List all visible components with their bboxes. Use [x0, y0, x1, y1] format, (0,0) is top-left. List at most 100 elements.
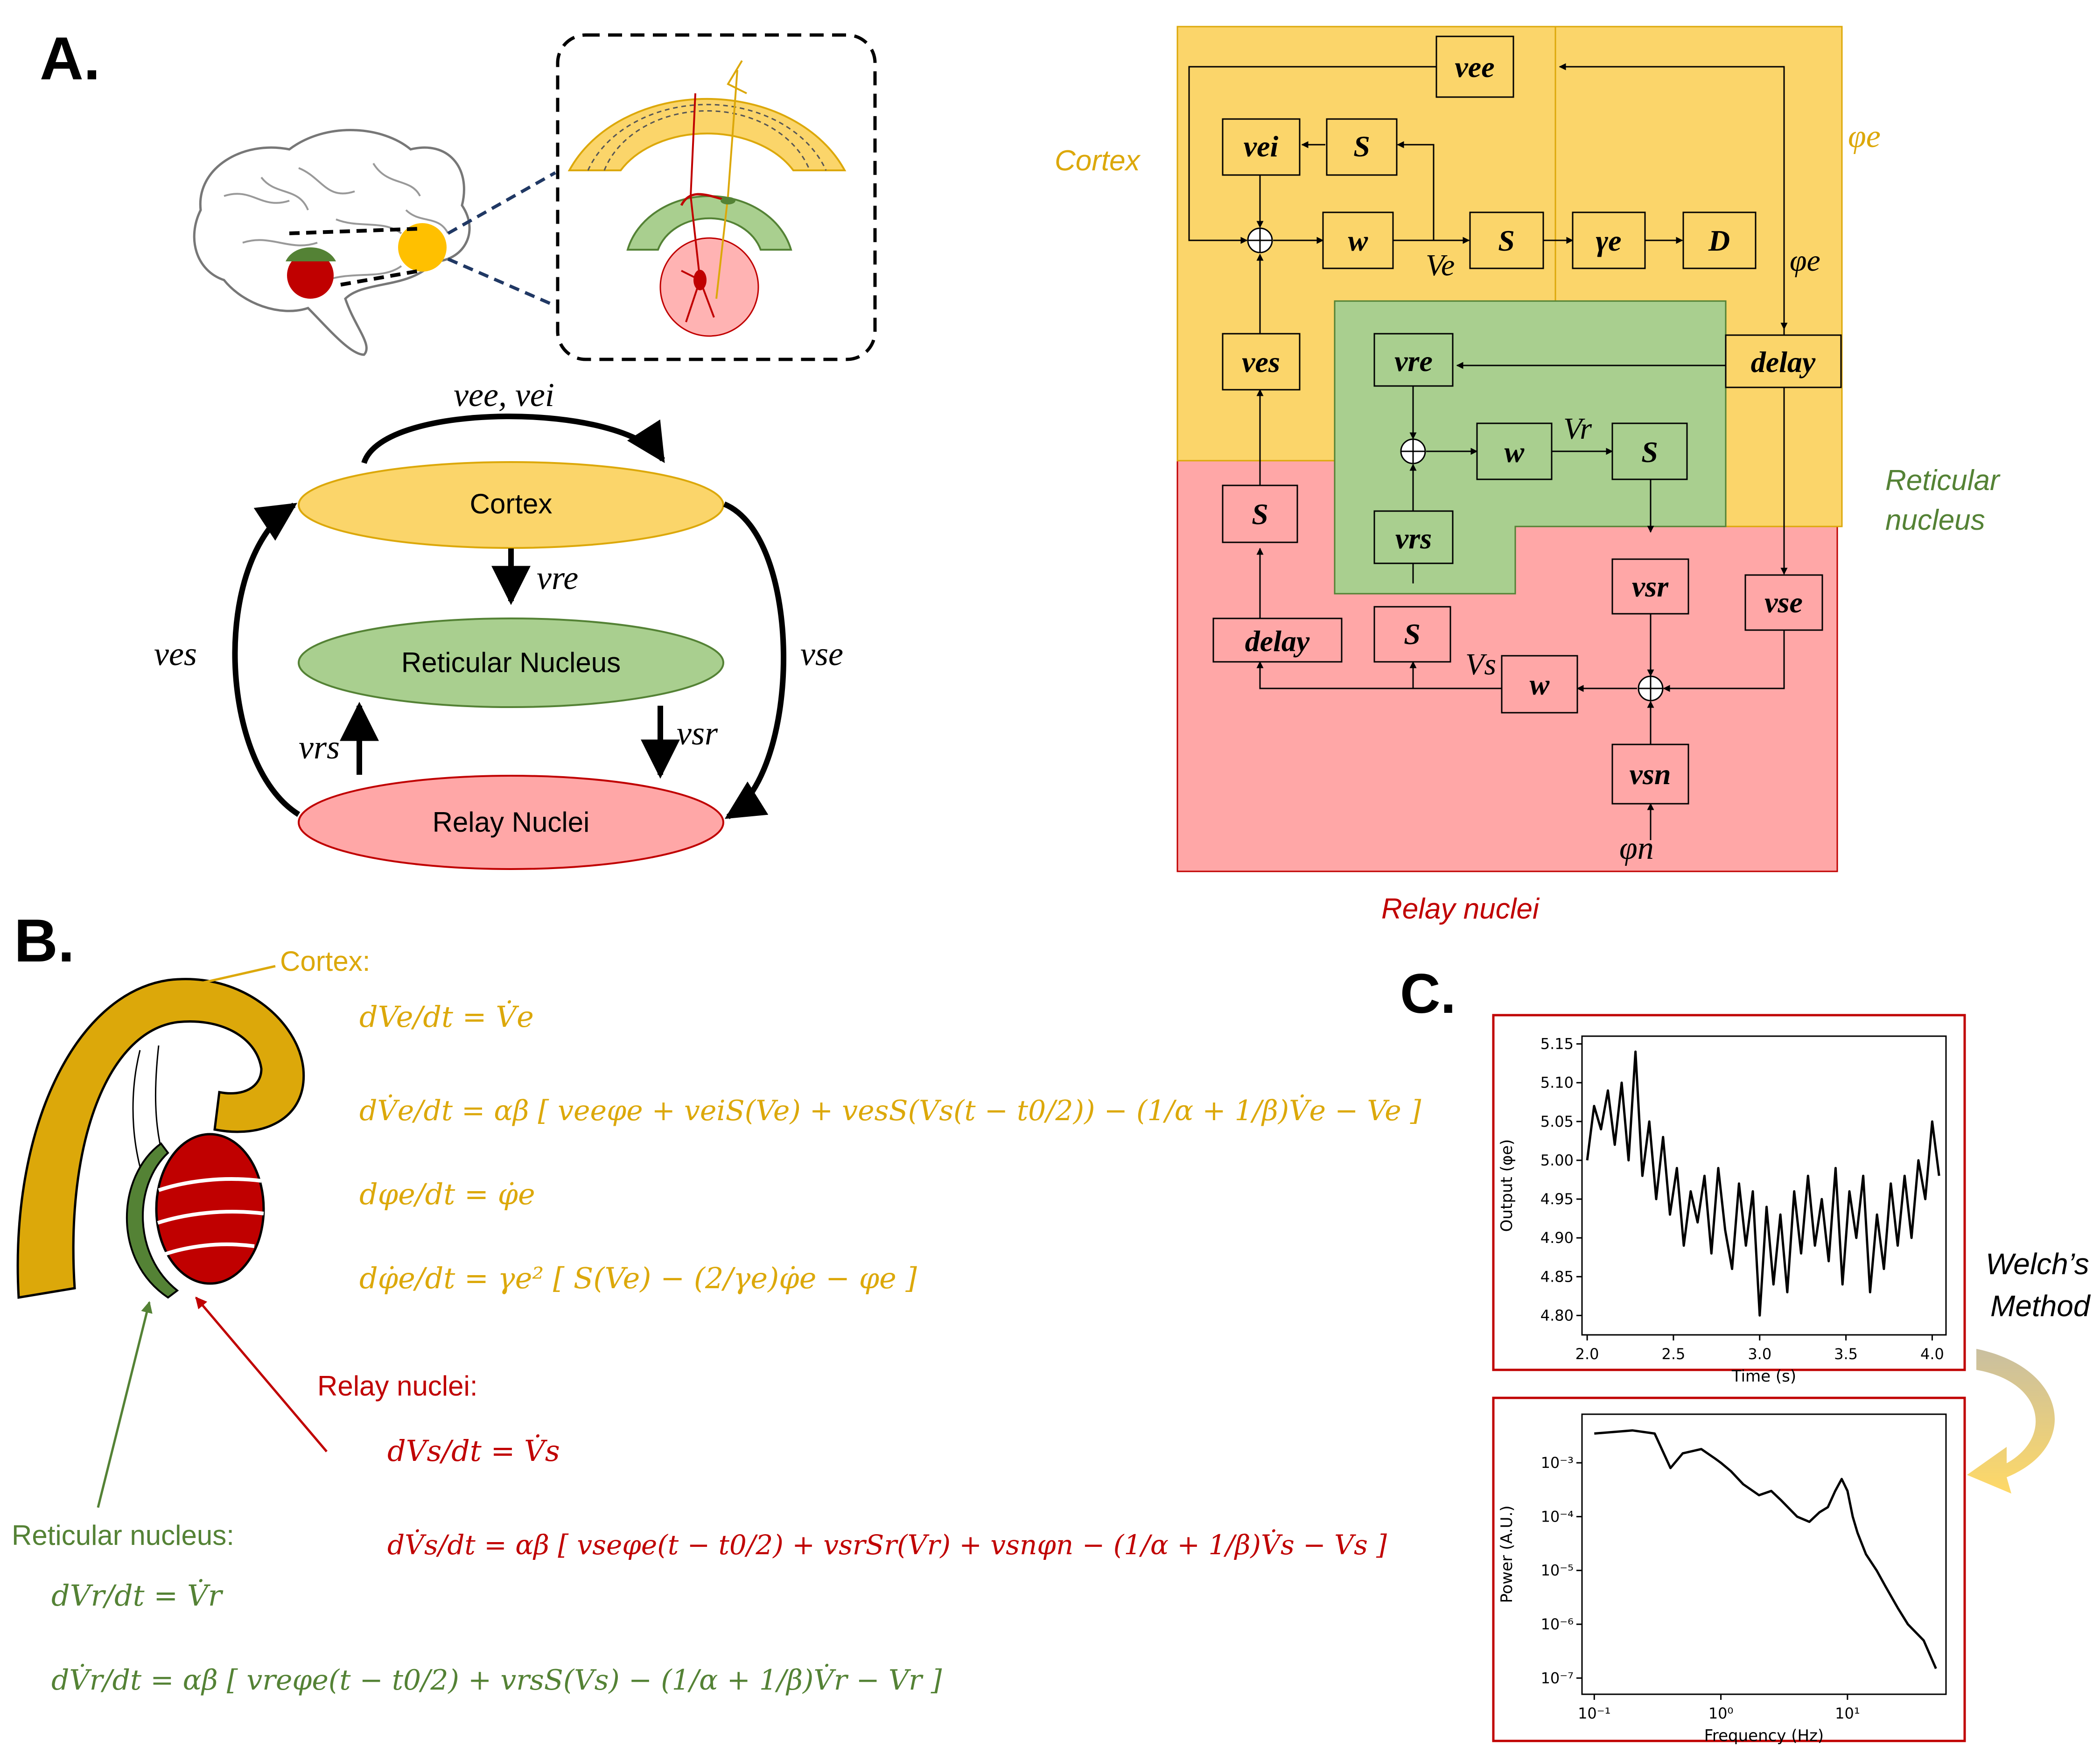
edge-es [232, 502, 301, 817]
x-tick-label: 2.5 [1661, 1345, 1685, 1363]
y-tick-label: 4.80 [1540, 1306, 1574, 1324]
series-line [1594, 1429, 1937, 1669]
pointer-cortex [171, 965, 276, 993]
signal-Vs: Vs [1465, 647, 1496, 681]
box-D-label: D [1708, 224, 1730, 257]
edge-es-label: νes [154, 635, 197, 673]
region-reticular-label-2: nucleus [1885, 504, 1985, 536]
box-delay1-label: delay [1751, 345, 1816, 379]
cortex-equations: Cortex: dVe/dt = V̇e dV̇e/dt = αβ [ veeφ… [280, 946, 1421, 1295]
zoom-inset [556, 33, 877, 361]
y-tick-label: 10⁻³ [1541, 1454, 1574, 1472]
reticular-equations: Reticular nucleus: dVr/dt = V̇r dV̇r/dt … [12, 1520, 942, 1697]
anatomy-illustration [16, 978, 305, 1299]
x-tick-label: 10⁰ [1708, 1705, 1734, 1722]
y-tick-label: 5.15 [1540, 1035, 1574, 1053]
reticular-eq-2: dV̇r/dt = αβ [ vreφe(t − t0/2) + vrsS(Vs… [51, 1663, 942, 1697]
box-gamma [1572, 211, 1646, 269]
box-gamma-label: γe [1596, 224, 1621, 257]
edge-ee-ei [361, 414, 665, 464]
region-reticular-label-1: Reticular [1885, 464, 2001, 497]
box-w2 [1476, 422, 1553, 480]
y-tick-label: 5.10 [1540, 1074, 1574, 1092]
box-vee-label: vee [1455, 50, 1494, 84]
cortex-node-label: Cortex [470, 488, 553, 519]
panel-c-label: C. [1400, 962, 1456, 1025]
box-S5 [1373, 606, 1451, 663]
x-axis-label: Frequency (Hz) [1704, 1726, 1824, 1745]
box-S1 [1326, 118, 1398, 176]
brain-illustration [193, 129, 556, 356]
relay-eq-2: dV̇s/dt = αβ [ vseφe(t − t0/2) + vsrSr(V… [387, 1529, 1387, 1561]
y-tick-label: 10⁻⁵ [1541, 1562, 1574, 1579]
welch-arrow [1967, 1349, 2055, 1494]
x-tick-label: 3.0 [1748, 1345, 1771, 1363]
panel-b-label: B. [14, 906, 75, 975]
box-vei [1222, 118, 1301, 176]
box-vei-label: vei [1244, 130, 1279, 163]
relay-equations: Relay nuclei: dVs/dt = V̇s dV̇s/dt = αβ … [317, 1370, 1387, 1561]
box-delay1 [1725, 334, 1842, 388]
anatomy-cortex [16, 978, 305, 1299]
x-tick-label: 10¹ [1835, 1705, 1860, 1722]
box-w3-label: w [1530, 668, 1550, 701]
series-line [1586, 1050, 1940, 1317]
time-series-chart: 2.0 2.5 3.0 3.5 4.0 4.80 4.85 4.90 4.95 5.00 5.05 5… [1498, 1035, 1947, 1386]
box-vsn-label: vsn [1630, 758, 1671, 791]
box-w1 [1322, 211, 1394, 269]
brain-cortex-dot [398, 223, 447, 272]
edge-sr-label: νsr [677, 715, 718, 752]
x-tick-label: 4.0 [1920, 1345, 1944, 1363]
reticular-node-label: Reticular Nucleus [401, 647, 621, 678]
box-vre-label: vre [1394, 344, 1433, 378]
inset-reticular-arc [626, 195, 792, 251]
signal-Vr: Vr [1563, 412, 1592, 446]
edge-re-label: νre [537, 559, 578, 596]
y-axis-label: Output (φe) [1498, 1139, 1516, 1232]
box-vsn [1611, 744, 1689, 805]
y-tick-label: 10⁻⁴ [1541, 1508, 1574, 1525]
box-w2-label: w [1505, 435, 1525, 469]
sum-node-cortex [1247, 227, 1273, 253]
reticular-eq-1: dVr/dt = V̇r [51, 1579, 224, 1613]
x-tick-label: 3.5 [1834, 1345, 1858, 1363]
panel-a-label: A. [40, 24, 100, 92]
cortex-eq-4: dφ̇e/dt = γe² [ S(Ve) − (2/γe)φ̇e − φe ] [359, 1261, 917, 1295]
block-diagram: Cortex Reticular nucleus Relay nuclei φe [1055, 26, 2001, 925]
cortex-eq-1: dVe/dt = V̇e [359, 1000, 534, 1034]
relay-node-label: Relay Nuclei [433, 807, 590, 838]
welch-label-1: Welch’s [1986, 1247, 2089, 1281]
x-tick-label: 2.0 [1575, 1345, 1599, 1363]
anatomy-relay [155, 1133, 265, 1285]
anatomy-reticular [126, 1142, 179, 1299]
box-S1-label: S [1353, 130, 1370, 163]
edge-se-label: νse [800, 635, 843, 673]
thalamocortical-schematic: Cortex Reticular Nucleus Relay Nuclei νe… [154, 376, 843, 870]
y-tick-label: 10⁻⁶ [1541, 1615, 1574, 1633]
inset-relay-circle [659, 237, 759, 337]
box-vse [1744, 574, 1823, 631]
y-tick-label: 5.05 [1540, 1113, 1574, 1130]
box-S4 [1222, 484, 1298, 543]
box-S2 [1469, 211, 1544, 269]
time-series-frame [1492, 1014, 1966, 1371]
reticular-eq-label: Reticular nucleus: [12, 1520, 234, 1551]
psd-chart: 10⁻¹ 10⁰ 10¹ 10⁻⁷ 10⁻⁶ 10⁻⁵ 10⁻⁴ 10⁻³ Frequency … [1498, 1413, 1947, 1745]
sum-node-relay [1638, 675, 1664, 702]
signal-phi-n: φn [1619, 830, 1654, 866]
y-tick-label: 4.85 [1540, 1268, 1574, 1285]
signal-Ve: Ve [1426, 248, 1455, 282]
edge-se [723, 501, 786, 820]
y-tick-label: 4.95 [1540, 1190, 1574, 1208]
x-tick-label: 10⁻¹ [1578, 1705, 1610, 1722]
y-tick-label: 10⁻⁷ [1541, 1669, 1574, 1687]
box-w1-label: w [1348, 224, 1368, 257]
box-S5-label: S [1404, 617, 1421, 651]
box-vse-label: vse [1764, 586, 1803, 619]
x-axis-label: Time (s) [1731, 1367, 1796, 1386]
psd-frame [1492, 1396, 1966, 1742]
pointer-relay [195, 1297, 328, 1452]
cortex-eq-label: Cortex: [280, 946, 370, 977]
relay-eq-1: dVs/dt = V̇s [387, 1434, 560, 1468]
